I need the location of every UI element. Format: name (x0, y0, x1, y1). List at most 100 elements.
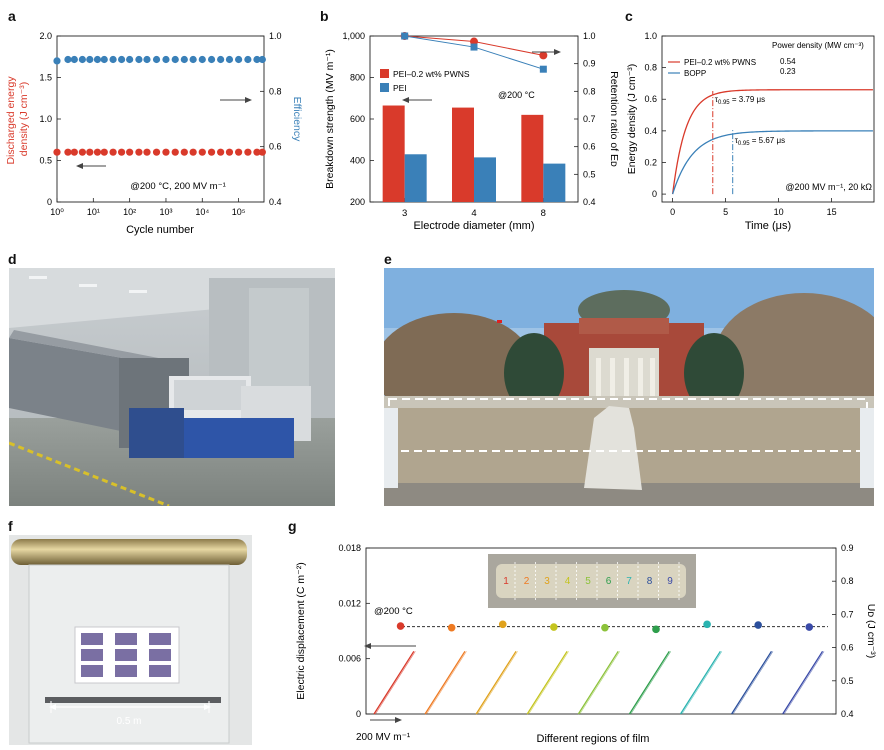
chart-g-de-loop-branch (426, 651, 467, 715)
panel-letter-e: e (384, 251, 392, 267)
legend-c-label-bopp: BOPP (684, 69, 706, 78)
chart-a-y2tick-label: 0.4 (269, 197, 282, 207)
chart-a-point-energy (235, 148, 243, 156)
chart-a-xtick-label: 10¹ (87, 207, 100, 217)
chart-a-point-efficiency (162, 55, 170, 64)
chart-g-ud-point (754, 621, 762, 629)
chart-g-ud-point (550, 623, 558, 631)
chart-g-de-loop (628, 650, 670, 715)
chart-b-bar-pws (452, 107, 474, 202)
chart-a-point-energy (93, 148, 102, 156)
chart-a-point-energy (198, 148, 206, 156)
chart-g-ud-point (703, 620, 711, 629)
chart-c-ytick-label: 0.8 (644, 63, 657, 73)
chart-c-ytick-label: 0.2 (644, 157, 657, 167)
chart-b-bar-pws (382, 105, 405, 202)
chart-a-point-energy (189, 148, 197, 156)
chart-g-ud-point (652, 625, 660, 634)
chart-g-de-loop-branch (681, 651, 723, 715)
chart-c-t95-label-bopp: τ0.95 = 5.67 μs (735, 136, 785, 147)
chart-g-de-loop (577, 650, 619, 715)
chart-a-ylabel-line1: Discharged energy (5, 76, 17, 165)
chart-a-ytick-label: 2.0 (39, 31, 52, 41)
chart-a-xtick-label: 10⁴ (195, 207, 209, 217)
chart-g-y2label: Uᴅ (J cm⁻³) (865, 604, 877, 658)
chart-c-xtick-label: 10 (774, 207, 784, 217)
chart-g-de-loop-branch (477, 651, 518, 715)
chart-c-ytick-label: 0 (652, 189, 657, 199)
chart-c-xlabel: Time (μs) (745, 220, 791, 232)
chart-g-field-label: 200 MV m⁻¹ (356, 732, 411, 743)
chart-g-de-loop-branch (630, 651, 672, 715)
chart-a-point-energy (117, 148, 126, 156)
chart-b-bar-pei (543, 163, 566, 202)
chart-g-ud-point (447, 623, 456, 632)
panel-letter-g: g (288, 518, 297, 534)
chart-a-ylabel-line2: density (J cm⁻³) (18, 82, 30, 156)
chart-g-inset-region-label: 3 (544, 576, 550, 587)
chart-b-retention-point-pei (539, 65, 547, 73)
arrow-left-g (364, 643, 416, 649)
arrow-left-b (402, 97, 432, 103)
chart-a-point-efficiency (207, 55, 216, 64)
chart-a-xlabel: Cycle number (126, 224, 194, 236)
chart-a-xtick-label: 10² (123, 207, 136, 217)
arrow-right-g (370, 717, 402, 723)
chart-c-t95-label-pws: τ0.95 = 3.79 μs (715, 95, 765, 106)
chart-g-annotation: @200 °C (374, 606, 413, 617)
chart-c-curve-pws (671, 89, 873, 195)
chart-a-xtick-label: 10³ (159, 207, 172, 217)
chart-g-ytick-label: 0.018 (338, 543, 361, 553)
chart-a-point-efficiency (100, 55, 108, 64)
chart-b-retention-point-pei (470, 43, 478, 51)
chart-c-ytick-label: 0.6 (644, 94, 657, 104)
legend-b-swatch-pei (380, 83, 389, 92)
chart-a-point-energy (225, 148, 234, 156)
chart-a-point-efficiency (117, 55, 126, 64)
chart-g-de-loop (424, 650, 466, 715)
chart-g-inset-region-label: 4 (565, 576, 571, 587)
chart-a-point-energy (244, 148, 252, 156)
chart-a-xtick-label: 10⁰ (50, 207, 64, 217)
chart-b-retention-point-pws (470, 37, 478, 46)
chart-c-xtick-label: 0 (670, 207, 675, 217)
chart-b-xlabel: Electrode diameter (mm) (413, 220, 534, 232)
chart-a-point-energy (171, 148, 179, 156)
arrow-right-a (220, 97, 252, 103)
legend-b-label-pws: PEI–0.2 wt% PWNS (393, 69, 470, 79)
chart-b-y2tick-label: 1.0 (583, 31, 596, 41)
arrow-right-b (532, 49, 561, 55)
chart-g-ud-point (498, 620, 507, 629)
chart-a-y2label: Efficiency (291, 97, 303, 142)
chart-g-de-loop-branch (579, 651, 620, 715)
chart-a-point-energy (217, 148, 225, 156)
chart-g-de-loop (475, 650, 517, 715)
chart-c-xtick-label: 5 (723, 207, 728, 217)
legend-b-swatch-pws (380, 69, 389, 78)
chart-a-point-energy (135, 148, 143, 156)
chart-a-point-efficiency (253, 55, 261, 64)
chart-c-ylabel: Energy density (J cm⁻³) (626, 64, 638, 175)
chart-b-retention-point-pws (539, 51, 548, 60)
chart-b-xtick-label: 8 (541, 208, 546, 219)
chart-g-de-loop (373, 650, 415, 715)
chart-g-de-loop (782, 650, 824, 715)
chart-a-point-energy (64, 148, 72, 156)
chart-g-inset-region-label: 7 (626, 576, 632, 587)
chart-b-y2tick-label: 0.4 (583, 197, 596, 207)
chart-g-y2tick-label: 0.6 (841, 643, 854, 653)
chart-a-point-energy (100, 148, 108, 156)
chart-a-point-efficiency (189, 55, 197, 64)
legend-c-power-bopp: 0.23 (780, 67, 796, 76)
chart-a-point-efficiency (70, 55, 78, 64)
chart-a-point-energy (207, 148, 216, 156)
chart-a-point-efficiency (198, 55, 206, 64)
chart-g-inset-region-label: 2 (524, 576, 530, 587)
chart-b-ytick-label: 800 (350, 73, 365, 83)
chart-a-point-efficiency (171, 55, 179, 64)
chart-g-ylabel: Electric displacement (C m⁻²) (295, 562, 307, 699)
chart-b-ylabel: Breakdown strength (MV m⁻¹) (324, 49, 336, 189)
chart-g-ytick-label: 0 (356, 709, 361, 719)
panel-letter-f: f (8, 518, 13, 534)
chart-a-y2tick-label: 0.6 (269, 142, 282, 152)
